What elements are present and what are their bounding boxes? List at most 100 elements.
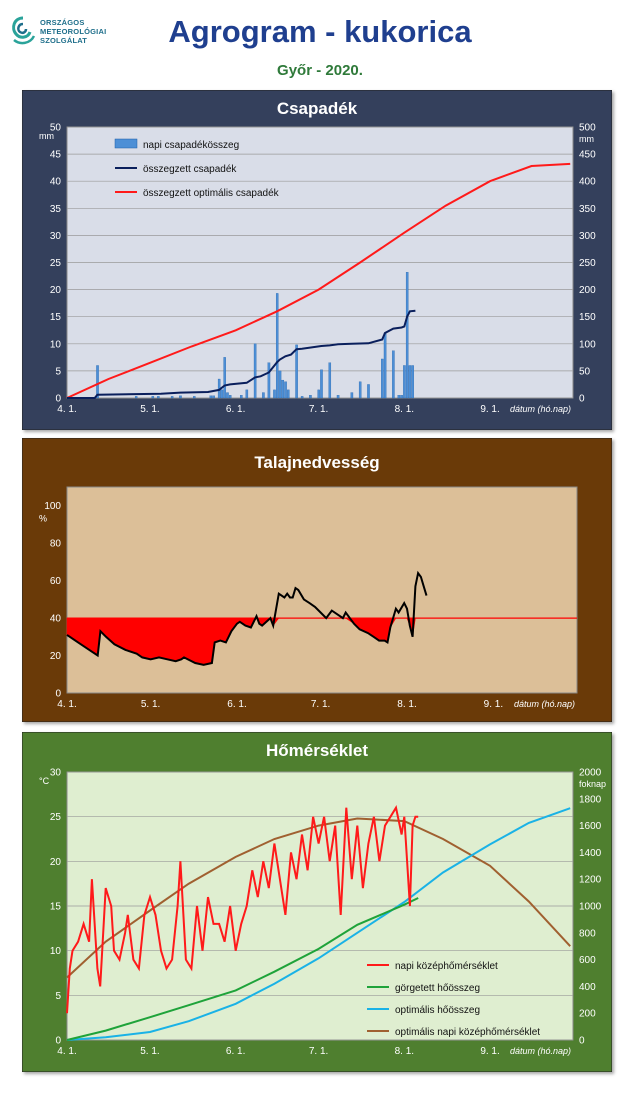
legend-label: napi csapadékösszeg [143, 140, 239, 151]
y-tick-label: 0 [55, 394, 61, 405]
chart-title: Talajnedvesség [254, 453, 379, 472]
precip-bar [320, 369, 323, 399]
precip-bar [358, 381, 362, 399]
y-tick-label: 30 [50, 768, 62, 779]
y-tick-label: 100 [44, 501, 61, 512]
x-tick-label: 6. 1. [226, 404, 245, 415]
y2-axis-unit: mm [579, 134, 594, 144]
x-tick-label: 5. 1. [140, 404, 159, 415]
y-tick-label: 25 [50, 258, 62, 269]
precip-bar [240, 395, 243, 399]
precip-bar [328, 362, 332, 399]
precip-bar [408, 365, 412, 399]
precip-bar [287, 389, 290, 399]
precip-bar [179, 395, 182, 399]
plot-area [66, 486, 578, 694]
x-tick-label: 4. 1. [57, 1046, 76, 1057]
y-axis-unit: % [39, 514, 47, 524]
precipitation-chart: Csapadék05101520253035404550mm0501001502… [22, 90, 612, 430]
x-tick-label: 9. 1. [484, 699, 503, 710]
y2-tick-label: 450 [579, 150, 596, 161]
y-axis-unit: mm [39, 131, 54, 141]
logo-swirl-icon [12, 16, 36, 45]
y-tick-label: 60 [50, 576, 62, 587]
y-tick-label: 35 [50, 204, 62, 215]
precip-bar [220, 389, 224, 399]
y2-tick-label: 100 [579, 339, 596, 350]
y2-tick-label: 500 [579, 123, 596, 134]
x-tick-label: 5. 1. [140, 1046, 159, 1057]
precip-bar [295, 344, 298, 399]
optimal-precip-line [66, 162, 571, 399]
y2-tick-label: 800 [579, 928, 596, 939]
precip-bar [193, 396, 196, 399]
legend-label: optimális napi középhőmérséklet [395, 1027, 540, 1038]
page-title: Agrogram - kukorica [168, 14, 472, 49]
y2-tick-label: 600 [579, 955, 596, 966]
precip-bar [309, 395, 312, 399]
x-axis-label: dátum (hó.nap) [510, 404, 571, 414]
precip-bar [350, 392, 354, 399]
x-tick-label: 8. 1. [397, 699, 416, 710]
y2-tick-label: 150 [579, 312, 596, 323]
page-subtitle: Győr - 2020. [277, 62, 363, 79]
precip-bar [275, 293, 279, 399]
x-tick-label: 5. 1. [141, 699, 160, 710]
chart-title: Csapadék [277, 99, 358, 118]
precip-bar [317, 389, 320, 399]
precip-bar [403, 365, 406, 399]
y-tick-label: 20 [50, 651, 62, 662]
y-tick-label: 5 [55, 366, 61, 377]
precip-bar [134, 396, 138, 399]
precip-bar [405, 272, 409, 399]
logo-line-3: SZOLGÁLAT [40, 36, 88, 45]
legend-label: összegzett optimális csapadék [143, 188, 280, 199]
y-tick-label: 15 [50, 312, 62, 323]
y2-tick-label: 1000 [579, 902, 602, 913]
precip-bar [253, 343, 257, 399]
x-tick-label: 6. 1. [226, 1046, 245, 1057]
y2-tick-label: 1600 [579, 821, 602, 832]
y2-tick-label: 350 [579, 204, 596, 215]
legend-label: optimális hőösszeg [395, 1005, 480, 1016]
precip-bar [284, 381, 287, 399]
y-tick-label: 5 [55, 991, 61, 1002]
y2-tick-label: 0 [579, 394, 585, 405]
logo-line-1: ORSZÁGOS [40, 18, 85, 27]
precip-bar [212, 395, 215, 399]
y-tick-label: 0 [55, 1036, 61, 1047]
x-tick-label: 4. 1. [57, 404, 76, 415]
legend-swatch-bar [114, 138, 138, 149]
y2-tick-label: 250 [579, 258, 596, 269]
precip-bar [96, 365, 99, 399]
precip-bar [223, 357, 226, 399]
x-axis-label: dátum (hó.nap) [510, 1046, 571, 1056]
x-tick-label: 9. 1. [480, 1046, 499, 1057]
y2-tick-label: 2000 [579, 768, 602, 779]
x-tick-label: 8. 1. [395, 404, 414, 415]
precip-bar [400, 395, 403, 399]
legend-label: összegzett csapadék [143, 164, 237, 175]
precip-bar [300, 396, 304, 399]
y-tick-label: 40 [50, 177, 62, 188]
temperature-chart: Hőmérséklet 0 5 10 15 20 25 30°C 0 200 400 600 800 10… [22, 732, 612, 1072]
precip-bar [336, 395, 340, 399]
logo-line-2: METEOROLÓGIAI [40, 27, 107, 36]
y-tick-label: 40 [50, 614, 62, 625]
y-tick-label: 30 [50, 231, 62, 242]
y2-tick-label: 400 [579, 982, 596, 993]
optimal-heat-sum-line [66, 807, 571, 1041]
precip-bar [273, 389, 276, 399]
y2-tick-label: 300 [579, 231, 596, 242]
omsz-logo: ORSZÁGOS METEOROLÓGIAI SZOLGÁLAT [8, 14, 128, 58]
precip-bar [245, 389, 249, 399]
y-tick-label: 80 [50, 539, 62, 550]
precip-bar [228, 395, 232, 399]
y-tick-label: 10 [50, 946, 62, 957]
y2-axis-unit: foknap [579, 779, 606, 789]
precip-bar [262, 392, 265, 399]
x-tick-label: 8. 1. [395, 1046, 414, 1057]
y-tick-label: 0 [55, 689, 61, 700]
daily-mean-temp-line [66, 805, 419, 1014]
rolling-heat-sum-line [66, 897, 419, 1041]
